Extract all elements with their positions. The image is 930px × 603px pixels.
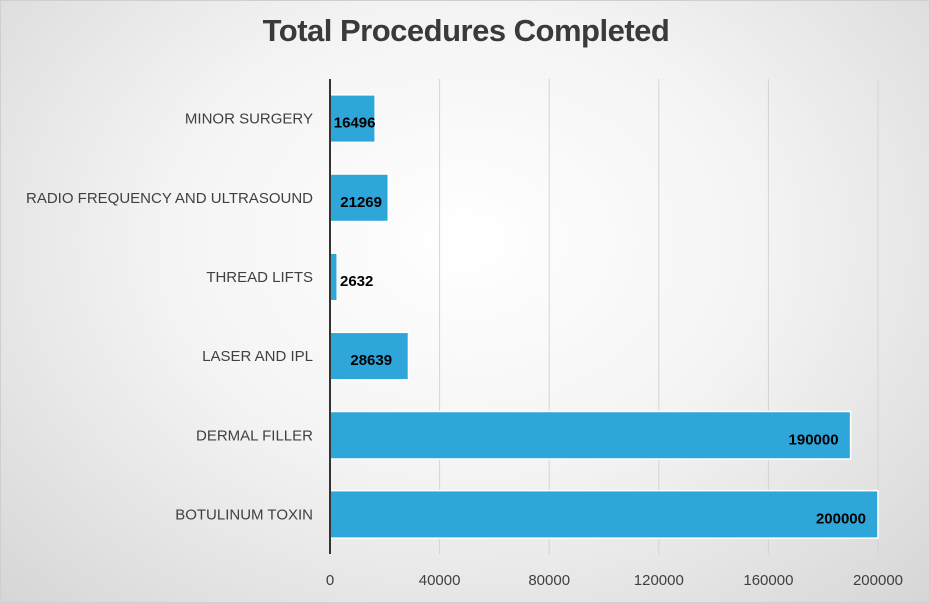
bar xyxy=(329,331,410,381)
data-label: 200000 xyxy=(816,510,866,527)
bar xyxy=(329,410,852,460)
bar xyxy=(329,489,879,539)
x-tick-label: 200000 xyxy=(853,572,903,589)
data-label: 2632 xyxy=(340,273,373,290)
category-label: RADIO FREQUENCY AND ULTRASOUND xyxy=(26,190,313,207)
x-tick-label: 0 xyxy=(326,572,334,589)
category-label: BOTULINUM TOXIN xyxy=(175,506,313,523)
x-tick-label: 160000 xyxy=(743,572,793,589)
bar xyxy=(329,173,390,223)
labels: 0 40000 80000 120000 160000 200000 MINOR SURGE… xyxy=(26,111,903,589)
data-label: 28639 xyxy=(350,352,392,369)
category-label: THREAD LIFTS xyxy=(206,269,313,286)
x-tick-label: 120000 xyxy=(634,572,684,589)
gridlines xyxy=(439,79,879,554)
data-label: 16496 xyxy=(334,115,376,132)
x-tick-label: 40000 xyxy=(419,572,461,589)
category-label: LASER AND IPL xyxy=(202,348,313,365)
bars xyxy=(329,94,879,539)
data-label: 190000 xyxy=(789,431,839,448)
category-label: MINOR SURGERY xyxy=(185,111,313,128)
chart-title: Total Procedures Completed xyxy=(262,13,670,48)
x-tick-label: 80000 xyxy=(528,572,570,589)
bar xyxy=(329,252,338,302)
data-label: 21269 xyxy=(340,194,382,211)
category-label: DERMAL FILLER xyxy=(196,427,313,444)
